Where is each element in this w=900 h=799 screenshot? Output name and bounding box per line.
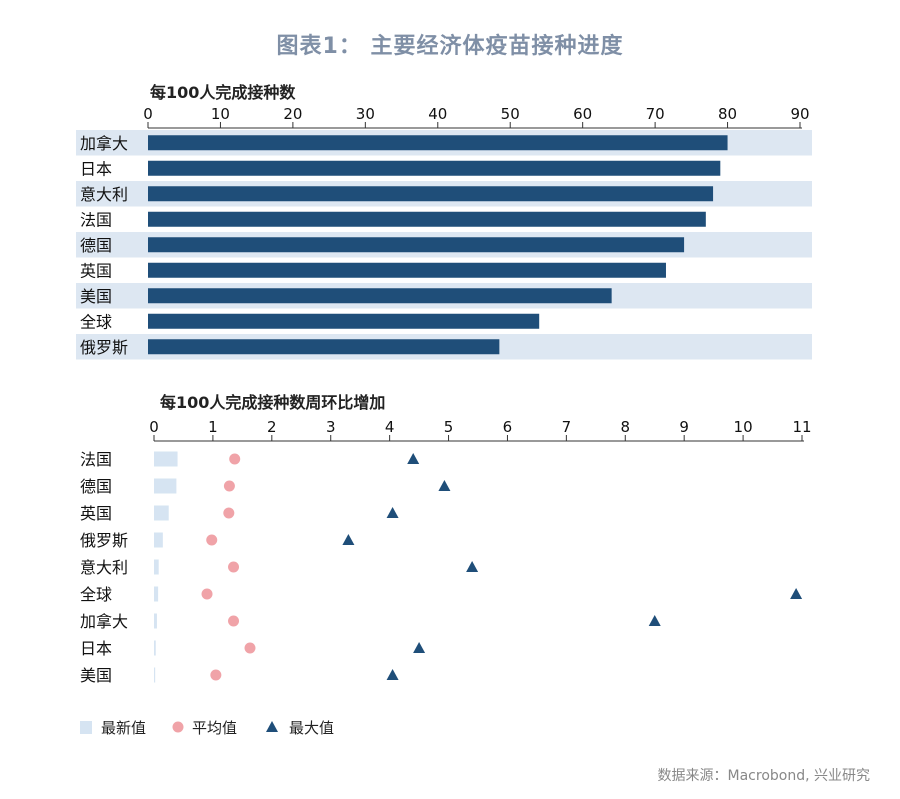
- max-triangle: [790, 588, 803, 599]
- category-label: 日本: [80, 159, 112, 178]
- bar: [148, 339, 500, 355]
- category-label: 德国: [80, 236, 112, 255]
- bar: [148, 211, 706, 227]
- bar: [148, 262, 666, 278]
- bar: [148, 135, 728, 151]
- max-triangle: [386, 669, 399, 680]
- max-triangle: [386, 507, 399, 518]
- category-label: 英国: [80, 504, 112, 523]
- latest-bar: [154, 532, 163, 548]
- x-tick-label-11: 11: [792, 418, 811, 436]
- legend: 最新值 平均值 最大值: [80, 719, 334, 737]
- category-label: 全球: [80, 312, 112, 331]
- average-dot: [210, 669, 222, 681]
- latest-bar: [154, 559, 159, 575]
- x-tick-label-3: 3: [326, 418, 336, 436]
- max-triangle: [407, 453, 420, 464]
- category-label: 美国: [80, 287, 112, 306]
- x-tick-label-6: 6: [503, 418, 513, 436]
- average-dot: [228, 615, 240, 627]
- average-dot: [228, 561, 240, 573]
- latest-bar: [154, 478, 177, 494]
- category-label: 意大利: [80, 185, 128, 204]
- max-triangle: [342, 534, 355, 545]
- bar: [148, 313, 540, 329]
- legend-average-label: 平均值: [192, 719, 237, 737]
- legend-average-swatch: [172, 721, 184, 733]
- category-label: 意大利: [80, 558, 128, 577]
- x-tick-label-2: 2: [267, 418, 277, 436]
- average-dot: [223, 507, 235, 519]
- x-tick-label-70: 70: [646, 105, 665, 123]
- category-label: 俄罗斯: [80, 531, 128, 550]
- chart2-title: 每100人完成接种数周环比增加: [160, 393, 386, 412]
- x-tick-label-60: 60: [573, 105, 592, 123]
- x-tick-label-10: 10: [734, 418, 753, 436]
- latest-bar: [154, 640, 156, 656]
- x-tick-label-50: 50: [501, 105, 520, 123]
- max-triangle: [648, 615, 661, 626]
- category-label: 法国: [80, 450, 112, 469]
- average-dot: [229, 453, 241, 465]
- chart1-title: 每100人完成接种数: [150, 83, 296, 102]
- bar: [148, 186, 714, 202]
- legend-latest-swatch: [80, 721, 92, 734]
- x-tick-label-7: 7: [562, 418, 572, 436]
- legend-max-label: 最大值: [289, 719, 334, 737]
- figure-title: 图表1： 主要经济体疫苗接种进度: [276, 34, 624, 59]
- latest-bar: [154, 667, 156, 683]
- category-label: 法国: [80, 210, 112, 229]
- average-dot: [244, 642, 256, 654]
- legend-latest-label: 最新值: [101, 719, 146, 737]
- max-triangle: [438, 480, 451, 491]
- category-label: 日本: [80, 639, 112, 658]
- category-label: 加拿大: [80, 134, 128, 153]
- latest-bar: [154, 505, 169, 521]
- category-label: 加拿大: [80, 612, 128, 631]
- x-tick-label-0: 0: [149, 418, 159, 436]
- x-tick-label-80: 80: [718, 105, 737, 123]
- source-note: 数据来源：Macrobond, 兴业研究: [657, 768, 870, 784]
- x-tick-label-5: 5: [444, 418, 454, 436]
- latest-bar: [154, 451, 178, 467]
- legend-max-swatch: [266, 721, 278, 732]
- average-dot: [223, 480, 235, 492]
- latest-bar: [154, 613, 157, 629]
- category-label: 俄罗斯: [80, 338, 128, 357]
- x-tick-label-8: 8: [620, 418, 630, 436]
- latest-bar: [154, 586, 159, 602]
- x-tick-label-4: 4: [385, 418, 395, 436]
- max-triangle: [466, 561, 479, 572]
- category-label: 美国: [80, 666, 112, 685]
- x-tick-label-90: 90: [790, 105, 809, 123]
- x-tick-label-10: 10: [211, 105, 230, 123]
- x-tick-label-1: 1: [208, 418, 218, 436]
- category-label: 全球: [80, 585, 112, 604]
- average-dot: [206, 534, 218, 546]
- max-triangle: [413, 642, 426, 653]
- bar: [148, 160, 721, 176]
- x-tick-label-40: 40: [428, 105, 447, 123]
- x-tick-label-9: 9: [679, 418, 689, 436]
- bar: [148, 288, 612, 304]
- bar: [148, 237, 685, 253]
- average-dot: [201, 588, 213, 600]
- category-label: 德国: [80, 477, 112, 496]
- x-tick-label-20: 20: [283, 105, 302, 123]
- x-tick-label-30: 30: [356, 105, 375, 123]
- x-tick-label-0: 0: [143, 105, 153, 123]
- category-label: 英国: [80, 261, 112, 280]
